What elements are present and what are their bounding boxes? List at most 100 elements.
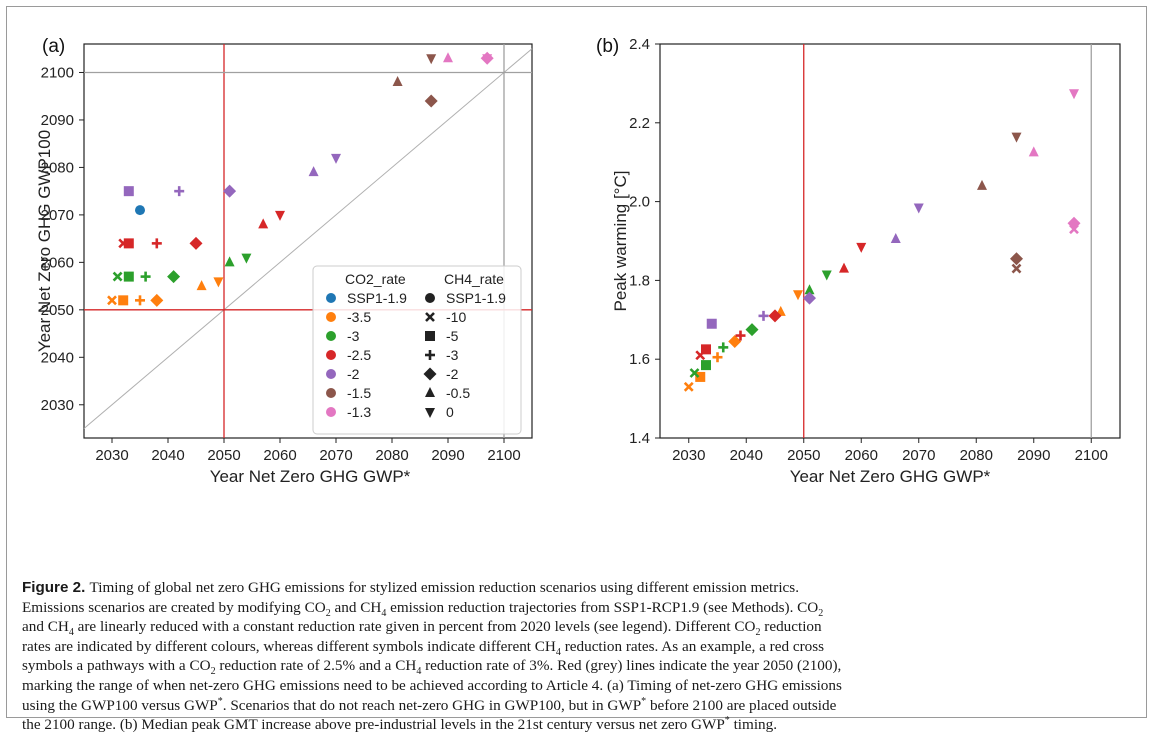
caption-line: Emissions scenarios are created by modif…	[22, 598, 824, 619]
data-point	[683, 381, 694, 392]
caption-line: using the GWP100 versus GWP*. Scenarios …	[22, 695, 837, 714]
legend-co2-swatch	[326, 407, 336, 417]
data-point	[189, 236, 203, 250]
x-tick-label: 2090	[1017, 447, 1050, 464]
data-point	[223, 184, 237, 198]
panel-a-label: (a)	[42, 36, 65, 57]
data-point	[821, 270, 832, 281]
data-point	[482, 54, 493, 65]
x-tick-label: 2070	[902, 447, 935, 464]
legend-co2-label: -1.5	[347, 385, 371, 401]
x-tick-label: 2060	[845, 447, 878, 464]
legend-co2-swatch	[326, 331, 336, 341]
x-tick-label: 2080	[960, 447, 993, 464]
legend-ch4-label: -5	[446, 328, 459, 344]
data-point	[140, 271, 151, 282]
figure-frame	[6, 6, 1147, 718]
panel-a: 2030 2040 2050 2060 2070 2080 2090 2100 2030 204…	[35, 36, 533, 486]
data-point	[258, 218, 269, 229]
data-point	[123, 186, 134, 197]
data-point	[275, 210, 285, 221]
data-point	[118, 295, 129, 306]
legend-co2-label: -3.5	[347, 309, 371, 325]
x-tick-label: 2040	[151, 447, 184, 464]
legend-co2-label: -1.3	[347, 404, 371, 420]
x-tick-label: 2030	[672, 447, 705, 464]
y-tick-label: 2.4	[629, 36, 650, 53]
data-point	[213, 277, 224, 288]
legend-co2-title: CO2_rate	[345, 271, 406, 287]
data-point	[150, 293, 164, 307]
legend: CO2_rate CH4_rate SSP1-1.9 -3.5 -3 -2.5 -2 -1…	[312, 265, 522, 435]
data-point	[977, 179, 987, 190]
data-point	[1011, 132, 1022, 143]
y-tick-label: 1.6	[629, 351, 650, 368]
legend-ch4-symbol	[425, 387, 435, 397]
data-point	[804, 284, 815, 295]
data-point	[839, 262, 849, 273]
y-tick-label: 2070	[41, 207, 74, 224]
panel-b-y-axis-title: Peak warming [°C]	[611, 171, 630, 312]
data-point	[224, 256, 235, 267]
data-point	[689, 368, 700, 378]
x-tick-label: 2090	[431, 447, 464, 464]
data-point	[426, 54, 437, 65]
x-tick-label: 2100	[487, 447, 520, 464]
data-point	[718, 342, 729, 353]
panel-a-x-axis-title: Year Net Zero GHG GWP*	[210, 467, 411, 486]
caption-line: the 2100 range. (b) Median peak GMT incr…	[22, 715, 778, 734]
data-point	[424, 94, 438, 108]
data-point	[913, 203, 924, 214]
y-tick-label: 2080	[41, 159, 74, 176]
x-tick-label: 2030	[95, 447, 128, 464]
y-tick-label: 2040	[41, 349, 74, 366]
caption-line: and CH4 are linearly reduced with a cons…	[22, 618, 822, 639]
x-tick-label: 2080	[375, 447, 408, 464]
data-point	[1069, 224, 1079, 235]
legend-ch4-label: SSP1-1.9	[446, 290, 506, 306]
x-tick-label: 2060	[263, 447, 296, 464]
legend-ch4-label: -10	[446, 309, 466, 325]
data-point	[1010, 252, 1023, 266]
legend-co2-swatch	[326, 350, 336, 360]
caption-line: symbols a pathways with a CO2 reduction …	[22, 657, 842, 678]
data-point	[167, 270, 181, 284]
data-point	[123, 271, 134, 282]
y-tick-label: 2.2	[629, 115, 650, 132]
legend-ch4-title: CH4_rate	[444, 271, 504, 287]
legend-box	[312, 265, 522, 435]
data-point	[701, 360, 711, 371]
legend-co2-swatch	[326, 388, 336, 398]
legend-ch4-symbol	[425, 408, 435, 418]
data-point	[196, 280, 207, 291]
legend-co2-swatch	[326, 312, 336, 322]
data-point	[890, 233, 901, 244]
data-point	[392, 75, 403, 86]
x-tick-label: 2100	[1075, 447, 1108, 464]
data-point	[107, 295, 117, 306]
data-point	[701, 344, 711, 355]
x-tick-label: 2070	[319, 447, 352, 464]
caption-line: rates are indicated by different colours…	[22, 637, 825, 658]
data-point	[135, 205, 145, 216]
legend-ch4-label: -2	[446, 366, 459, 382]
legend-ch4-label: -3	[446, 347, 459, 363]
y-tick-label: 1.8	[629, 272, 650, 289]
legend-co2-label: SSP1-1.9	[347, 290, 407, 306]
panel-b: 2030 2040 2050 2060 2070 2080 2090 2100 1.4 1.6 1…	[596, 36, 1121, 486]
legend-ch4-label: 0	[446, 404, 454, 420]
legend-ch4-symbol	[423, 367, 437, 381]
data-point	[856, 242, 867, 253]
data-point	[735, 330, 746, 341]
legend-ch4-symbol	[425, 350, 435, 360]
y-tick-label: 2.0	[629, 194, 650, 211]
data-point	[308, 166, 319, 177]
y-tick-label: 2090	[41, 112, 74, 129]
data-point	[241, 253, 252, 264]
legend-ch4-symbol	[425, 293, 435, 303]
panel-b-label: (b)	[596, 36, 619, 57]
data-point	[745, 323, 759, 337]
diagonal-line	[83, 48, 533, 429]
data-point	[803, 291, 816, 305]
